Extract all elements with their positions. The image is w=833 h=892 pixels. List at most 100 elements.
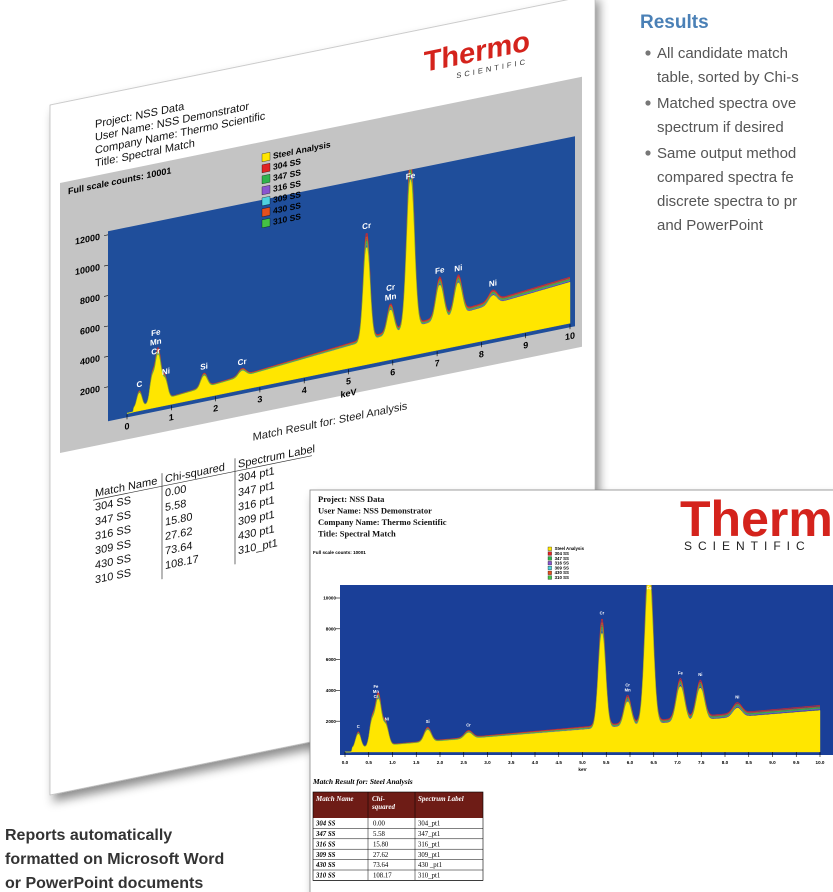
y-tick (104, 325, 108, 328)
table-cell: 430 SS (315, 862, 336, 869)
peak-label: C (357, 724, 360, 729)
table-cell: 0.00 (165, 483, 186, 499)
table-border (312, 791, 484, 881)
bullet-text: table, sorted by Chi-s (657, 69, 799, 86)
header-line: Title: Spectral Match (318, 529, 396, 539)
table-cell: 108.17 (373, 873, 392, 880)
peak-label: Ni (385, 716, 389, 721)
peak-label: Fe (647, 586, 653, 591)
table-rule (93, 455, 312, 501)
legend-label: 430 SS (555, 570, 569, 575)
x-tick-label: 9.5 (793, 760, 800, 765)
peak-label: Fe (678, 670, 684, 675)
x-tick-label: 2 (213, 403, 218, 414)
peak-label: Ni (698, 672, 702, 677)
y-tick-label: 10000 (323, 596, 336, 601)
x-tick-label: 9 (523, 340, 528, 351)
table-cell: 316 SS (315, 841, 336, 848)
x-tick-label: 0 (124, 421, 129, 432)
table-cell: 5.58 (373, 831, 385, 838)
x-tick-label: 5.5 (603, 760, 610, 765)
bullet-dot (645, 100, 651, 106)
x-tick-label: 1 (169, 412, 174, 423)
x-tick-label: 2.0 (437, 760, 444, 765)
section-title: Results (640, 12, 709, 33)
x-tick-label: 10 (565, 330, 575, 342)
header-line: Company Name: Thermo Scientific (318, 517, 447, 527)
legend-swatch (261, 185, 271, 196)
x-tick-label: 0.5 (366, 760, 373, 765)
bullet-text: Matched spectra ove (657, 95, 796, 112)
x-tick-label: 8 (479, 349, 484, 360)
x-tick-label: 4 (302, 385, 307, 396)
bullet-text: spectrum if desired (657, 119, 784, 136)
peak-label: Cr (600, 610, 605, 615)
bullet-text: Same output method (657, 145, 796, 162)
peak-label: Cr (625, 682, 630, 687)
legend-label: 347 SS (555, 556, 569, 561)
x-tick-label: 4.5 (556, 760, 563, 765)
table-cell: 310 SS (315, 873, 336, 880)
legend-label: 304 SS (555, 551, 569, 556)
peak-label: Ni (162, 366, 170, 377)
x-tick-label: 1.5 (413, 760, 420, 765)
x-tick-label: 7.5 (698, 760, 705, 765)
table-cell: 304_pt1 (418, 821, 440, 828)
table-cell: 15.80 (165, 511, 193, 528)
table-header: Spectrum Label (418, 795, 464, 803)
x-tick-label: 6 (390, 367, 395, 378)
table-cell: 309_pt1 (418, 852, 440, 859)
slide-text: Results All candidate match table, sorted … (5, 12, 799, 892)
spectrum-fill (127, 179, 571, 414)
peak-label: Ni (454, 263, 462, 274)
legend-label: 309 SS (555, 565, 569, 570)
x-tick-label: 5.0 (579, 760, 586, 765)
plot-area (108, 136, 575, 422)
legend-swatch (547, 575, 552, 580)
x-axis-label: keV (341, 387, 357, 400)
peak-label: Cr (151, 346, 161, 357)
table-cell: 347_pt1 (418, 831, 440, 838)
peak-label: C (136, 379, 142, 389)
legend-swatch (261, 174, 271, 185)
y-tick-label: 6000 (326, 657, 337, 662)
bullet-text: and PowerPoint (657, 217, 764, 234)
bullet-text: All candidate match (657, 45, 788, 62)
bullet-dot (645, 150, 651, 156)
y-tick-label: 6000 (80, 323, 100, 337)
table-header: Match Name (315, 795, 354, 803)
y-tick (104, 264, 108, 267)
legend-swatch (547, 546, 552, 551)
table-cell: 310_pt1 (418, 873, 440, 880)
peak-label: Cr (386, 282, 396, 293)
table-cell: 0.00 (373, 821, 385, 828)
peak-label: Fe (373, 684, 379, 689)
x-tick-label: 8.0 (722, 760, 729, 765)
table-header-bg (313, 792, 483, 818)
peak-label: Fe (151, 327, 161, 338)
peak-label: Fe (435, 265, 445, 276)
y-tick (104, 356, 108, 358)
legend-swatch (547, 566, 552, 570)
table-cell: 27.62 (165, 526, 193, 543)
y-tick-label: 2000 (326, 719, 337, 724)
legend-swatch (261, 163, 271, 174)
peak-label: Mn (150, 336, 162, 347)
x-tick-label: 6.5 (651, 760, 658, 765)
peak-label: Fe (406, 171, 416, 182)
x-tick-label: 4.0 (532, 760, 539, 765)
x-tick-label: 8.5 (746, 760, 753, 765)
peak-label: Cr (362, 221, 372, 232)
y-tick-label: 2000 (80, 384, 100, 398)
table-cell: 5.58 (165, 498, 186, 514)
peak-label: Mn (385, 292, 397, 303)
legend-swatch (547, 570, 552, 575)
peak-label: Cr (238, 357, 248, 368)
x-tick-label: 9.0 (769, 760, 776, 765)
legend-swatch (261, 218, 271, 229)
y-tick (104, 234, 108, 236)
table-cell: 430 _pt1 (418, 862, 442, 869)
header-line: User Name: NSS Demonstrator (318, 506, 432, 516)
legend-label: 310 SS (555, 575, 569, 580)
